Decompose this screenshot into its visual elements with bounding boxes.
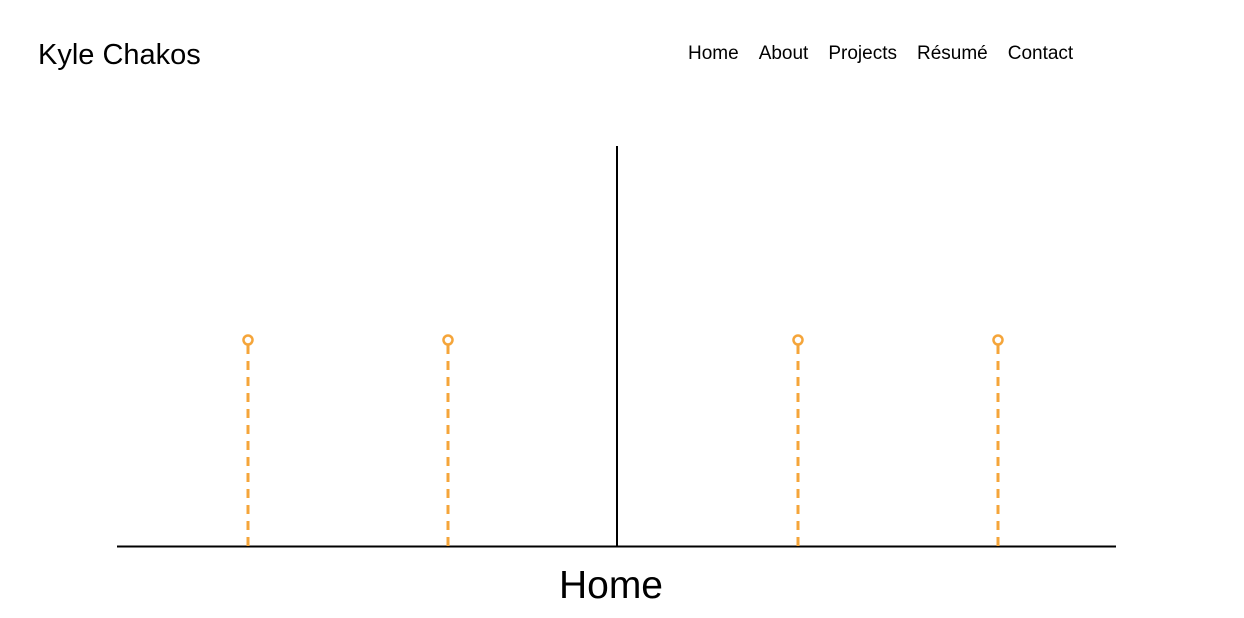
nav-link-resume[interactable]: Résumé xyxy=(916,43,988,64)
timeline-marker[interactable] xyxy=(792,334,804,547)
nav-link-contact[interactable]: Contact xyxy=(1007,43,1074,64)
timeline-marker[interactable] xyxy=(992,334,1004,547)
nav-link-projects[interactable]: Projects xyxy=(828,43,897,64)
section-label: Home xyxy=(558,564,664,607)
nav-link-home[interactable]: Home xyxy=(688,43,739,64)
timeline-marker[interactable] xyxy=(442,334,454,547)
nav-link-about[interactable]: About xyxy=(758,43,809,64)
main-nav: Home About Projects Résumé Contact xyxy=(688,42,1073,66)
timeline-marker[interactable] xyxy=(242,334,254,547)
site-title[interactable]: Kyle Chakos xyxy=(38,39,201,71)
